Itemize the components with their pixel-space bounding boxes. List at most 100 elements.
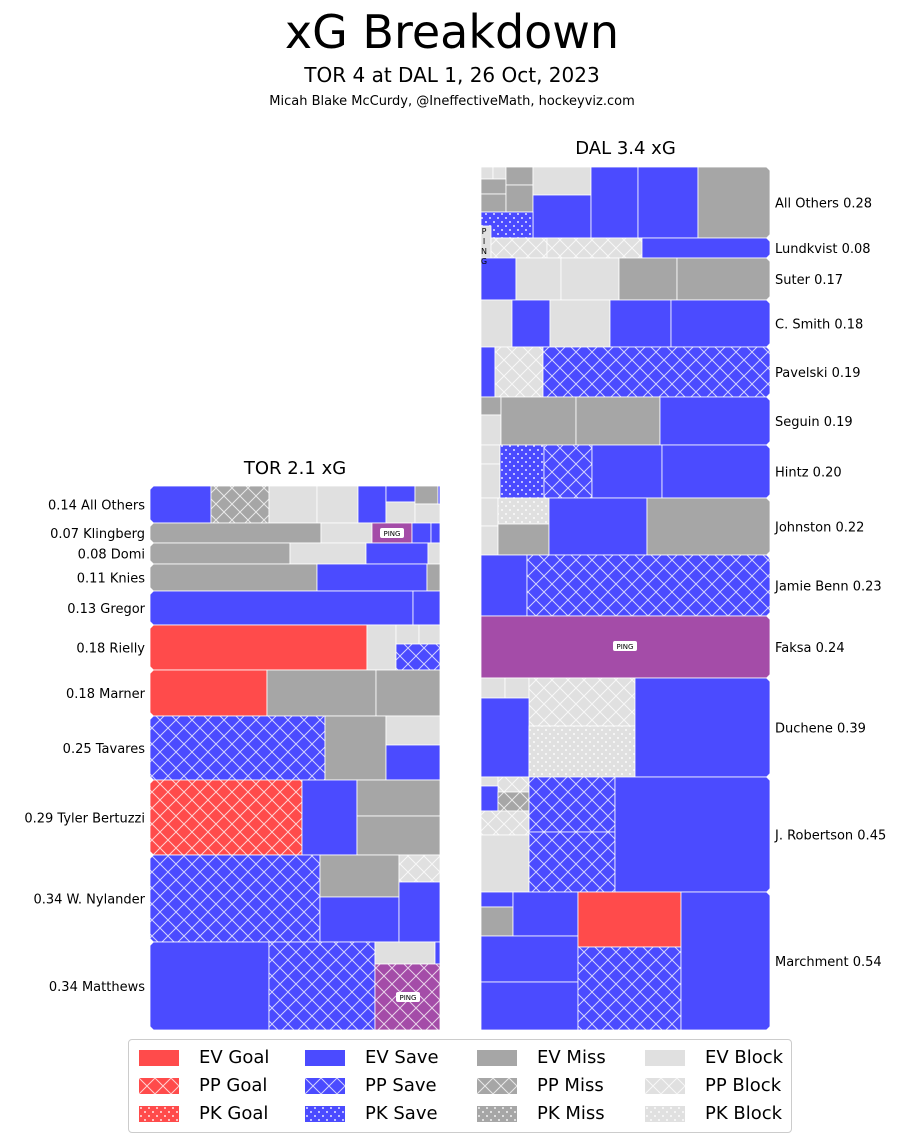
shot-cell-save xyxy=(301,779,358,856)
shot-cell-block xyxy=(480,299,513,348)
shot-cell-save xyxy=(609,299,672,348)
shot-cell-miss xyxy=(356,779,441,817)
legend-swatch xyxy=(477,1106,517,1122)
legend-label: PP Save xyxy=(365,1075,437,1096)
shot-cell-goal xyxy=(577,891,682,948)
shot-cell-goal xyxy=(149,669,268,717)
shot-cell-block xyxy=(418,624,441,645)
shot-cell-block xyxy=(395,624,420,645)
shot-cell-block xyxy=(492,166,507,180)
band-notch xyxy=(150,543,154,564)
legend-label: PP Block xyxy=(705,1075,782,1096)
shot-cell-miss xyxy=(500,396,577,446)
tor-player-label: 0.18 Marner xyxy=(66,687,146,702)
shot-cell-save xyxy=(480,785,499,812)
ping-label: PING xyxy=(400,994,417,1002)
legend-swatch xyxy=(477,1078,517,1094)
shot-cell-save xyxy=(430,522,441,544)
shot-cell-save xyxy=(511,299,551,348)
legend-item: PK Block xyxy=(645,1102,782,1126)
shot-cell-save xyxy=(670,299,771,348)
shot-cell-save xyxy=(591,444,663,499)
shot-cell-save xyxy=(637,166,699,239)
shot-cell-save xyxy=(149,941,270,1031)
shot-cell-pattern xyxy=(498,777,529,792)
shot-cell-block xyxy=(366,624,397,671)
tor-player-label: 0.08 Domi xyxy=(78,548,145,563)
legend-label: EV Goal xyxy=(199,1047,270,1068)
tor-player-label: 0.29 Tyler Bertuzzi xyxy=(24,812,145,827)
shot-cell-block xyxy=(480,166,494,180)
shot-cell-save xyxy=(480,697,530,778)
shot-cell-miss xyxy=(375,669,441,717)
legend-item: EV Save xyxy=(305,1046,439,1070)
tor-panel-title: TOR 2.1 xG xyxy=(243,458,346,479)
legend-swatch xyxy=(477,1050,517,1066)
shot-cell-block xyxy=(504,677,530,699)
legend-label: PP Goal xyxy=(199,1075,268,1096)
shot-cell-save xyxy=(149,485,212,524)
legend-swatch xyxy=(305,1050,345,1066)
band-notch xyxy=(150,591,154,625)
dal-player-label: J. Robertson 0.45 xyxy=(774,829,886,844)
ping-vertical-letter: P xyxy=(482,227,487,236)
shot-cell-miss xyxy=(414,485,439,505)
shot-cell-save xyxy=(532,194,592,239)
legend-label: EV Block xyxy=(705,1047,784,1068)
shot-cell-save xyxy=(590,166,639,239)
legend-item: PP Save xyxy=(305,1074,437,1098)
dal-player-label: Lundkvist 0.08 xyxy=(775,242,871,257)
shot-cell-block xyxy=(289,542,367,565)
shot-cell-block xyxy=(385,501,416,524)
legend-item: PP Goal xyxy=(139,1074,267,1098)
shot-cell-miss xyxy=(480,193,507,213)
legend-item: PP Block xyxy=(645,1074,781,1098)
ping-badge xyxy=(380,528,404,538)
tor-player-label: 0.13 Gregor xyxy=(67,602,145,617)
chart-credit: Micah Blake McCurdy, @IneffectiveMath, h… xyxy=(269,94,635,109)
shot-cell-miss xyxy=(426,563,441,592)
legend-item: EV Miss xyxy=(477,1046,606,1070)
shot-cell-save xyxy=(385,744,441,781)
legend-item: EV Block xyxy=(645,1046,783,1070)
shot-cell-save xyxy=(680,891,771,1031)
legend-label: PK Block xyxy=(705,1103,783,1124)
dal-player-label: C. Smith 0.18 xyxy=(775,318,863,333)
shot-cell-save xyxy=(480,554,528,617)
tor-player-label: 0.18 Rielly xyxy=(76,642,145,657)
shot-cell-miss xyxy=(356,815,441,856)
shot-cell-block xyxy=(320,522,373,544)
shot-cell-miss xyxy=(319,854,400,898)
legend-item: EV Goal xyxy=(139,1046,269,1070)
shot-cell-block xyxy=(480,834,530,893)
dal-panel-title: DAL 3.4 xG xyxy=(575,138,676,159)
shot-cell-save xyxy=(661,444,771,499)
shot-cell-block xyxy=(515,257,562,301)
dal-player-label: Suter 0.17 xyxy=(775,273,843,288)
shot-cell-pattern xyxy=(529,777,615,832)
shot-cell-miss xyxy=(266,669,377,717)
shot-cell-miss xyxy=(480,396,502,416)
shot-cell-pattern xyxy=(150,780,302,855)
shot-cell-pattern xyxy=(498,498,549,524)
legend-item: PK Goal xyxy=(139,1102,268,1126)
shot-cell-pattern xyxy=(529,832,615,892)
shot-cell-pattern xyxy=(491,238,547,258)
shot-cell-pattern xyxy=(269,942,375,1030)
shot-cell-save xyxy=(357,485,387,524)
dal-player-label: All Others 0.28 xyxy=(775,197,872,212)
legend-swatch xyxy=(645,1106,685,1122)
shot-cell-block xyxy=(560,257,620,301)
shot-cell-block xyxy=(480,444,501,465)
tor-player-label: 0.14 All Others xyxy=(48,499,145,514)
ping-label: PING xyxy=(384,530,401,538)
ping-vertical-letter: G xyxy=(481,257,487,266)
shot-cell-miss xyxy=(497,523,550,556)
shot-cell-miss xyxy=(480,906,514,937)
shot-cell-block xyxy=(374,941,436,965)
ping-badge xyxy=(396,992,420,1002)
shot-cell-save xyxy=(641,237,771,259)
chart-subtitle: TOR 4 at DAL 1, 26 Oct, 2023 xyxy=(304,63,600,87)
shot-cell-save xyxy=(659,396,771,446)
